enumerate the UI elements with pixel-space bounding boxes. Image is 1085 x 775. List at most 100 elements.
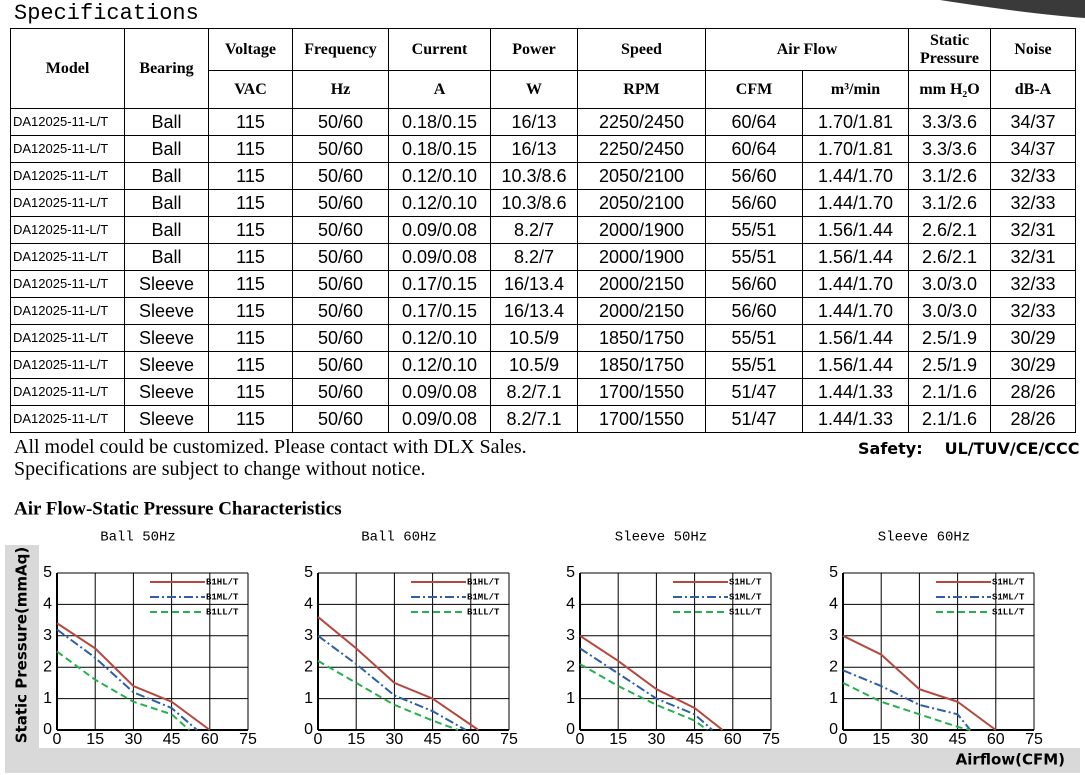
table-cell: 8.2/7 [490,216,578,244]
table-cell: 50/60 [292,405,389,433]
table-cell: 115 [208,270,293,298]
table-cell: Sleeve [124,405,209,433]
table-cell: 2.5/1.9 [908,324,991,352]
series-line [317,616,480,731]
table-cell: Ball [124,135,209,163]
table-row: DA12025-11-L/T Ball 115 50/60 0.12/0.10 10.3/… [10,189,1076,217]
unit-header: RPM [577,70,706,109]
table-cell: 50/60 [292,270,389,298]
y-tick-label: 3 [43,627,52,644]
y-tick-label: 5 [43,564,52,581]
table-cell: 115 [208,189,293,217]
y-tick-label: 2 [566,658,575,675]
table-cell: 1.56/1.44 [802,324,909,352]
model-cell: DA12025-11-L/T [10,108,125,136]
fan-image [940,0,1085,18]
y-tick-label: 0 [829,721,838,738]
table-cell: 115 [208,378,293,406]
table-cell: 1850/1750 [577,324,706,352]
x-tick-label: 45 [686,731,704,748]
table-cell: 51/47 [705,405,803,433]
legend-label: B1LL/T [467,607,500,617]
table-cell: 56/60 [705,189,803,217]
y-tick-label: 3 [304,627,313,644]
table-row: DA12025-11-L/T Ball 115 50/60 0.18/0.15 16/13… [10,135,1076,163]
table-cell: 115 [208,351,293,379]
table-cell: 0.09/0.08 [388,378,491,406]
y-tick-label: 3 [566,627,575,644]
table-cell: 0.17/0.15 [388,297,491,325]
table-cell: 34/37 [990,135,1076,163]
table-cell: 2000/1900 [577,243,706,271]
table-cell: 1.70/1.81 [802,135,909,163]
y-tick-label: 0 [566,721,575,738]
table-cell: 1.56/1.44 [802,243,909,271]
legend-label: B1LL/T [206,607,239,617]
table-cell: 2000/1900 [577,216,706,244]
model-cell: DA12025-11-L/T [10,189,125,217]
column-header: Air Flow [705,28,909,71]
table-row: DA12025-11-L/T Sleeve 115 50/60 0.17/0.15 16/… [10,270,1076,298]
table-row: Model Bearing Voltage Frequency Current Power… [10,28,1076,109]
table-cell: 56/60 [705,270,803,298]
model-cell: DA12025-11-L/T [10,405,125,433]
table-cell: 30/29 [990,324,1076,352]
table-row: DA12025-11-L/T Sleeve 115 50/60 0.12/0.10 10.… [10,324,1076,352]
table-cell: 1.44/1.70 [802,162,909,190]
table-cell: 2250/2450 [577,108,706,136]
legend-label: B1HL/T [206,577,239,587]
unit-header: mm H₂O [908,70,991,109]
table-cell: 51/47 [705,378,803,406]
x-axis-label: Airflow(CFM) [956,751,1065,769]
table-cell: 16/13.4 [490,270,578,298]
table-cell: 50/60 [292,216,389,244]
table-cell: 0.12/0.10 [388,162,491,190]
table-cell: Sleeve [124,351,209,379]
table-cell: 1.44/1.33 [802,405,909,433]
x-tick-label: 0 [53,731,62,748]
table-cell: Sleeve [124,270,209,298]
table-cell: 32/33 [990,162,1076,190]
table-cell: 10.3/8.6 [490,162,578,190]
table-cell: 115 [208,162,293,190]
x-tick-label: 0 [314,731,323,748]
x-tick-label: 75 [500,731,518,748]
x-tick-label: 15 [347,731,365,748]
table-cell: 50/60 [292,135,389,163]
series-line [56,622,211,731]
table-row: DA12025-11-L/T Sleeve 115 50/60 0.12/0.10 10.… [10,351,1076,379]
model-cell: DA12025-11-L/T [10,243,125,271]
x-tick-label: 60 [201,731,219,748]
y-tick-label: 4 [829,596,838,613]
y-tick-label: 1 [566,690,575,707]
x-tick-label: 60 [724,731,742,748]
model-cell: DA12025-11-L/T [10,270,125,298]
y-tick-label: 5 [304,564,313,581]
table-cell: 1.44/1.70 [802,189,909,217]
column-header: Current [388,28,491,71]
table-cell: Ball [124,162,209,190]
table-cell: Sleeve [124,297,209,325]
legend-label: B1ML/T [467,592,500,602]
y-tick-label: 0 [304,721,313,738]
x-tick-label: 30 [911,731,929,748]
x-tick-label: 75 [239,731,257,748]
series-line [317,660,459,731]
table-cell: 1850/1750 [577,351,706,379]
table-cell: 8.2/7 [490,243,578,271]
unit-header: W [490,70,578,109]
section-title: Air Flow-Static Pressure Characteristics [14,498,342,519]
heading: Specifications [14,1,199,26]
table-cell: 1.70/1.81 [802,108,909,136]
table-cell: 32/33 [990,297,1076,325]
table-cell: 2.6/2.1 [908,216,991,244]
table-cell: 1.44/1.33 [802,378,909,406]
table-cell: 10.5/9 [490,351,578,379]
table-cell: 2.1/1.6 [908,378,991,406]
table-cell: 0.18/0.15 [388,135,491,163]
x-tick-label: 75 [762,731,780,748]
chart-title: Sleeve 50Hz [615,530,707,546]
column-header: Frequency [292,28,389,71]
table-cell: 55/51 [705,324,803,352]
table-cell: 3.3/3.6 [908,108,991,136]
